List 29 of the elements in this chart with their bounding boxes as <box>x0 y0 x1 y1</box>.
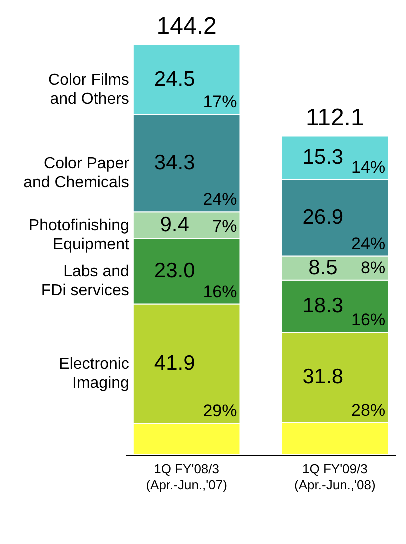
total-label: 144.2 <box>156 13 217 40</box>
annotation: 16% <box>203 282 238 302</box>
data-label: 41.9 <box>154 352 196 375</box>
series-label: Photofinishing Equipment <box>28 218 130 254</box>
data-label: 34.3 <box>154 151 196 174</box>
annotation: 7% <box>212 216 238 236</box>
data-label: 15.3 <box>302 146 344 170</box>
series-label: Color Films and Others <box>48 72 130 108</box>
x-tick-label: 1Q FY'09/3 (Apr.-Jun.,'08) <box>294 462 376 492</box>
data-label: 9.4 <box>160 214 190 237</box>
annotation: 24% <box>352 234 386 254</box>
series-label: Labs and FDi services <box>41 264 130 300</box>
data-label: 24.5 <box>154 68 196 91</box>
series-label: Electronic Imaging <box>59 356 130 392</box>
data-label: 8.5 <box>308 256 338 280</box>
annotation: 24% <box>203 190 238 210</box>
annotation: 17% <box>203 92 238 112</box>
annotation: 28% <box>352 400 386 420</box>
series-label: Color Paper and Chemicals <box>24 155 130 192</box>
annotation: 29% <box>203 401 238 420</box>
data-label: 18.3 <box>302 294 344 318</box>
annotation: 16% <box>352 310 386 330</box>
annotation: 14% <box>352 158 386 177</box>
data-label: 23.0 <box>154 260 196 283</box>
total-label: 112.1 <box>306 104 364 132</box>
x-tick-label: 1Q FY'08/3 (Apr.-Jun.,'07) <box>146 462 228 492</box>
data-label: 31.8 <box>302 366 344 389</box>
data-label: 26.9 <box>302 206 344 230</box>
annotation: 8% <box>361 258 386 278</box>
